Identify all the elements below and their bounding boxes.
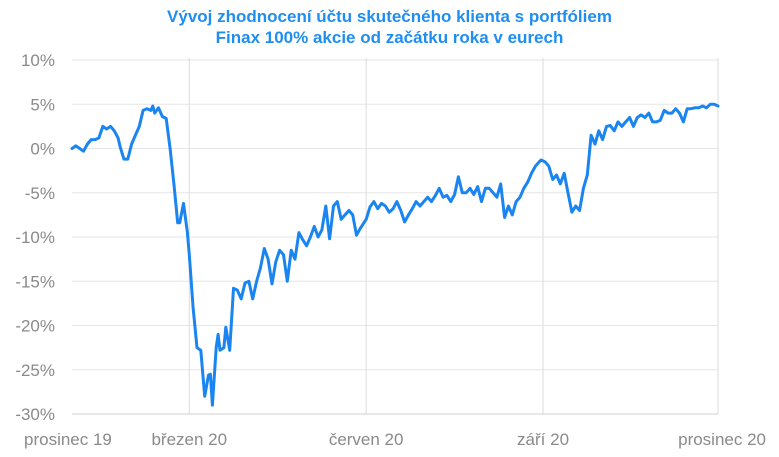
- y-tick-label: -5%: [25, 184, 55, 203]
- y-axis-labels: 10% 5% 0% -5% -10% -15% -20% -25% -30%: [15, 51, 55, 424]
- x-tick-label: prosinec 20: [678, 430, 766, 449]
- y-tick-label: -20%: [15, 317, 55, 336]
- y-tick-label: 10%: [21, 51, 55, 70]
- series-line: [70, 102, 720, 407]
- x-axis-labels: prosinec 19 březen 20 červen 20 září 20 pros…: [24, 430, 766, 449]
- x-tick-label: prosinec 19: [24, 430, 112, 449]
- chart-title: Vývoj zhodnocení účtu skutečného klienta…: [0, 6, 779, 48]
- chart-title-line-1: Vývoj zhodnocení účtu skutečného klienta…: [167, 7, 612, 26]
- x-tick-label: červen 20: [329, 430, 404, 449]
- y-tick-label: -15%: [15, 272, 55, 291]
- series-layer: [70, 102, 720, 407]
- grid: [72, 58, 719, 415]
- x-tick-label: březen 20: [151, 430, 227, 449]
- y-tick-label: -30%: [15, 405, 55, 424]
- y-tick-label: 0%: [30, 140, 55, 159]
- x-tick-label: září 20: [517, 430, 569, 449]
- y-tick-label: -10%: [15, 228, 55, 247]
- y-tick-label: -25%: [15, 361, 55, 380]
- y-tick-label: 5%: [30, 95, 55, 114]
- chart-title-line-2: Finax 100% akcie od začátku roka v eurec…: [215, 28, 564, 47]
